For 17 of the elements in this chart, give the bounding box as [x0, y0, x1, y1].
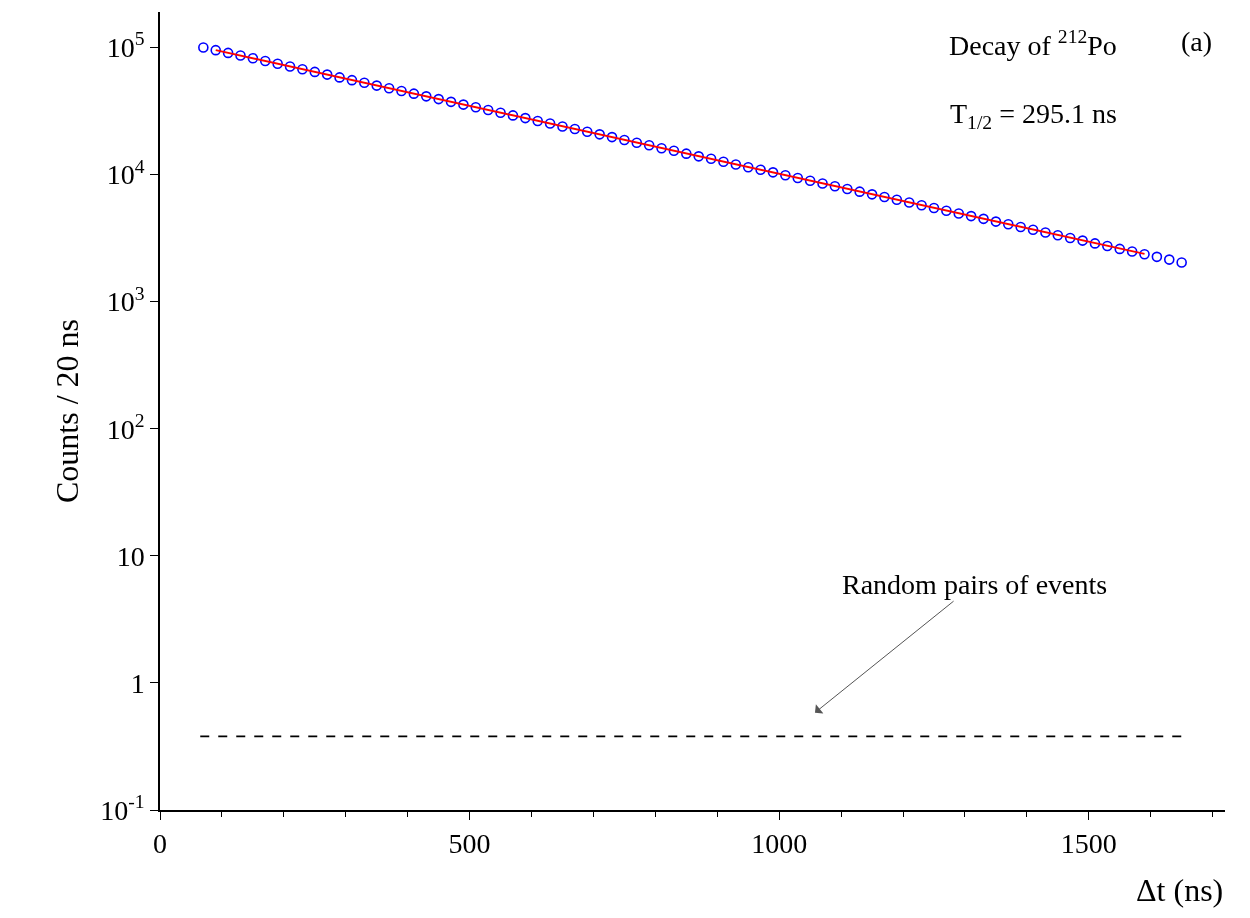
x-axis-title: Δt (ns) [1136, 872, 1224, 908]
y-tick-label: 10 [116, 540, 145, 572]
x-tick-label: 1500 [1060, 828, 1117, 860]
y-tick-label: 10$^{2}$ [106, 409, 145, 445]
y-tick-label: 10$^{-1}$ [100, 791, 145, 826]
y-tick-label: 10$^{5}$ [106, 28, 145, 64]
y-tick-label: 10$^{3}$ [106, 282, 145, 318]
x-tick-label: 500 [448, 828, 491, 860]
annotation: Random pairs of events [842, 569, 1108, 600]
annotation: Decay of $^{212}$Po [949, 26, 1117, 61]
annotation: T$_{1/2}$ = 295.1 ns [950, 98, 1117, 133]
x-tick-label: 1000 [751, 828, 808, 860]
annotation: (a) [1181, 26, 1213, 57]
y-tick-label: 1 [130, 667, 145, 699]
x-tick-label: 0 [153, 828, 167, 860]
y-tick-label: 10$^{4}$ [106, 155, 145, 191]
y-axis-title: Counts / 20 ns [49, 318, 86, 504]
